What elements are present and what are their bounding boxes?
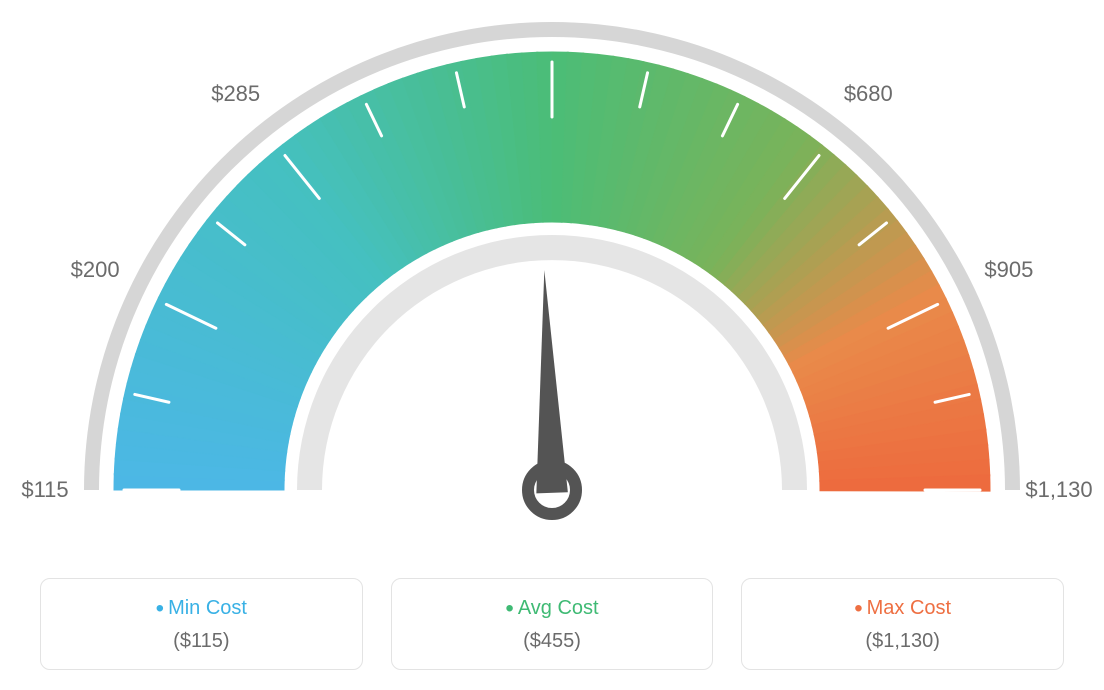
cost-gauge: $115$200$285$455$680$905$1,130 [0,0,1104,570]
legend-card-min: •Min Cost ($115) [40,578,363,670]
legend-dot-icon: • [854,595,862,622]
legend-title: •Max Cost [752,597,1053,620]
gauge-tick-label: $285 [211,81,260,107]
legend-value: ($455) [402,630,703,653]
legend-title-text: Avg Cost [518,597,599,619]
legend-value: ($1,130) [752,630,1053,653]
legend-title-text: Min Cost [168,597,247,619]
gauge-tick-label: $905 [984,257,1033,283]
gauge-tick-label: $115 [21,477,68,503]
legend-value: ($115) [51,630,352,653]
legend-card-avg: •Avg Cost ($455) [391,578,714,670]
gauge-tick-label: $680 [844,81,893,107]
gauge-tick-label: $200 [71,257,120,283]
legend-dot-icon: • [505,595,513,622]
gauge-svg [0,0,1104,570]
legend-dot-icon: • [156,595,164,622]
legend-card-max: •Max Cost ($1,130) [741,578,1064,670]
gauge-tick-label: $1,130 [1025,477,1092,503]
legend-title: •Avg Cost [402,597,703,620]
legend-title-text: Max Cost [867,597,951,619]
legend-row: •Min Cost($115)•Avg Cost($455)•Max Cost(… [0,578,1104,670]
legend-title: •Min Cost [51,597,352,620]
